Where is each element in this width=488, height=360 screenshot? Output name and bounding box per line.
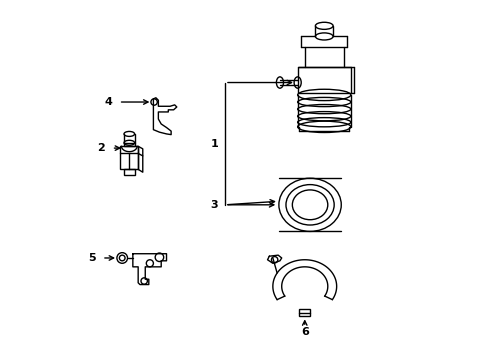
Bar	[124, 169, 134, 175]
Text: 3: 3	[210, 200, 218, 210]
Text: 1: 1	[210, 139, 218, 149]
Bar	[120, 146, 138, 169]
Text: 5: 5	[88, 253, 96, 263]
Bar	[299, 309, 309, 316]
Bar	[297, 67, 350, 93]
Text: 2: 2	[97, 143, 104, 153]
Bar	[124, 143, 134, 146]
Text: 4: 4	[104, 97, 112, 107]
Text: 6: 6	[300, 327, 308, 337]
Bar	[304, 47, 343, 67]
